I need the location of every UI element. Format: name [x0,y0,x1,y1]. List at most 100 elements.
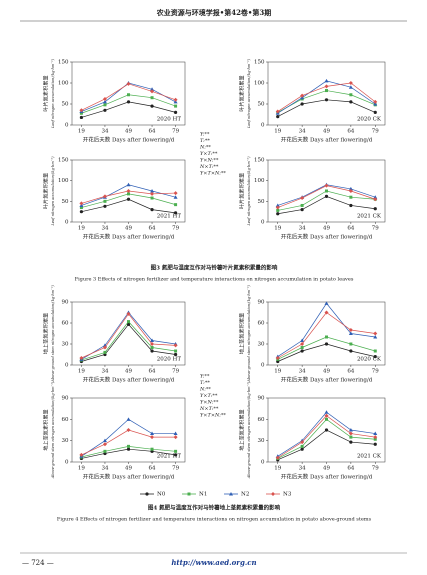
data-point [348,431,353,436]
panel-label: 2020 CK [357,357,382,363]
legend-label: N2 [241,492,249,498]
data-point [348,189,353,193]
legend-label: N0 [157,492,166,498]
data-point [150,338,155,342]
figure-caption-cn: 图4 氮肥与温度互作对马铃薯地上茎氮素积累量的影响 [148,504,281,512]
panel-label: 2020 HT [157,357,182,363]
data-point [173,211,178,215]
x-axis-label: 开花后天数 Days after flowering/d [83,473,175,481]
legend-marker [229,492,233,496]
data-point [150,189,155,193]
y-axis-label: 叶片氮素积累量 [42,75,50,111]
panel-label: 2021 CK [357,454,382,460]
x-tick-label: 64 [347,466,354,472]
data-point [324,194,329,198]
y-axis-label-en: Above-ground stem nitrogen accumulation/… [51,381,55,479]
y-tick-label: 50 [258,199,265,205]
y-tick-label: 0 [65,363,69,369]
stat-note: T:** [200,138,210,144]
y-tick-label: 60 [62,417,69,423]
y-tick-label: 30 [258,342,265,348]
y-tick-label: 0 [261,220,265,226]
data-point [324,301,329,305]
data-point [150,191,155,196]
x-tick-label: 49 [323,226,330,232]
stat-note: Y:** [200,374,210,380]
data-point [103,103,107,107]
data-point [276,208,280,212]
page-number: — 724 — [22,559,54,567]
series-line [277,195,376,215]
data-point [127,192,130,196]
data-point [349,100,353,104]
x-tick-label: 49 [125,129,132,135]
data-point [275,455,280,460]
stat-note: Y×T×N:** [200,171,226,177]
x-tick-label: 34 [101,369,108,375]
x-axis-label: 开花后天数 Days after flowering/d [281,376,373,384]
x-tick-label: 79 [372,129,379,135]
data-point [79,356,84,360]
data-point [300,338,305,342]
data-point [174,349,178,353]
x-tick-label: 19 [78,466,85,472]
y-axis-label: 叶片氮素积累量 [238,173,246,209]
data-point [275,356,280,360]
x-axis-label: 开花后天数 Days after flowering/d [281,136,373,144]
data-point [150,87,155,91]
x-tick-label: 34 [101,129,108,135]
y-tick-label: 90 [62,396,69,402]
y-axis-label-en: Leaf nitrogen accumulation/(kg·hm⁻²) [247,156,251,227]
data-point [102,96,107,101]
y-axis-label: 地上茎氮素积累量 [42,313,50,355]
data-point [276,212,280,216]
y-tick-label: 100 [58,178,69,184]
x-tick-label: 79 [372,466,379,472]
x-tick-label: 64 [149,466,156,472]
data-point [173,191,178,196]
x-tick-label: 19 [78,129,85,135]
y-tick-label: 90 [258,300,265,306]
data-point [79,111,83,115]
data-point [103,204,107,208]
data-point [373,99,378,104]
y-tick-label: 150 [58,158,69,164]
data-point [324,98,329,102]
x-tick-label: 19 [274,129,281,135]
series-line [81,83,176,111]
y-axis-label: 地上茎氮素积累量 [42,409,50,451]
data-point [127,444,130,448]
legend-marker [145,492,149,496]
y-axis-label: 叶片氮素积累量 [42,173,50,209]
y-tick-label: 0 [65,123,69,129]
x-tick-label: 49 [125,369,132,375]
x-tick-label: 79 [172,129,179,135]
y-tick-label: 60 [258,321,265,327]
data-point [349,349,353,353]
stat-note: Y×T:** [200,151,218,157]
data-point [150,89,155,94]
x-tick-label: 79 [372,369,379,375]
data-point [324,78,329,83]
data-point [276,115,280,119]
stat-note: T:** [200,380,210,386]
data-point [173,97,178,102]
data-point [79,452,84,457]
data-point [300,102,304,106]
data-point [126,189,131,193]
data-point [150,96,154,100]
data-point [300,349,304,353]
stat-note: N×T:** [199,406,219,412]
data-point [173,435,178,440]
x-tick-label: 34 [299,129,306,135]
data-point [275,203,280,207]
y-tick-label: 30 [62,438,69,444]
x-tick-label: 19 [274,466,281,472]
x-tick-label: 64 [149,369,156,375]
y-axis-label: 地上茎氮素积累量 [238,409,246,451]
figure-caption-en: Figure 4 Effects of nitrogen fertilizer … [57,517,372,523]
y-tick-label: 0 [65,220,69,226]
data-point [275,109,280,114]
data-point [174,104,178,108]
